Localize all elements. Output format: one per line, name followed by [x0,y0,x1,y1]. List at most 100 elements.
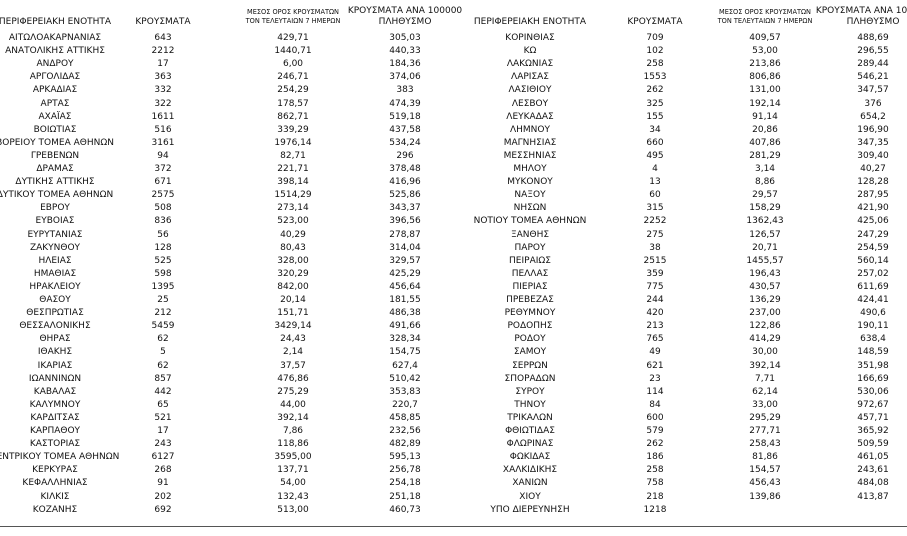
region-name: ΤΗΝΟΥ [514,399,546,410]
region-name: ΥΠΟ ΔΙΕΡΕΥΝΗΣΗ [490,504,570,515]
cell-value: 128,28 [857,177,889,188]
cell-value: 1362,43 [746,216,784,227]
cell-value: 600 [646,412,664,423]
cell-value: 3595,00 [274,452,312,463]
region-name: ΑΙΤΩΛΟΑΚΑΡΝΑΝΙΑΣ [8,33,102,43]
cell-value: 218 [646,491,664,502]
cell-value: 416,96 [389,177,421,188]
cell-value: 2,14 [282,347,304,358]
cell-value: 692 [154,504,172,515]
cell-value: 775 [646,281,664,292]
region-name: ΔΡΑΜΑΣ [36,164,74,174]
cell-value: 7,71 [754,373,776,384]
cell-value: 1395 [151,281,175,292]
cell-value: 442 [154,386,172,397]
region-name: ΚΑΡΠΑΘΟΥ [29,426,81,436]
cell-value: 1455,57 [746,255,784,266]
cell-value: 81,86 [752,452,778,463]
cell-value: 339,29 [277,124,309,135]
cell-value: 709 [646,33,664,43]
cell-value: 258 [646,59,664,70]
cell-value: 392,14 [749,360,781,371]
cell-value: 660 [646,137,664,148]
cell-value: 190,11 [857,321,889,332]
cell-value: 29,57 [752,190,778,201]
cell-value: 560,14 [857,255,889,266]
cell-value: 186 [646,452,664,463]
cell-value: 256,78 [389,465,421,476]
cell-value: 131,00 [749,85,781,96]
cell-value: 53,00 [752,46,778,57]
cell-value: 40,29 [280,229,306,240]
region-name: ΘΑΣΟΥ [39,295,71,305]
cell-value: 80,43 [280,242,306,253]
cell-value: 509,59 [857,439,889,450]
cell-value: 23 [649,373,661,384]
cell-value: 7,86 [282,426,304,436]
cell-value: 836 [154,216,172,227]
cell-value: 155 [646,111,664,122]
cell-value: 275,29 [277,386,309,397]
cell-value: 257,02 [857,268,889,279]
cell-value: 60 [649,190,661,201]
cell-value: 154,75 [389,347,421,358]
cell-value: 17 [157,59,169,70]
cell-value: 414,29 [749,334,781,345]
cell-value: 857 [154,373,172,384]
cell-value: 244 [646,295,664,305]
cell-value: 65 [157,399,169,410]
cell-value: 2212 [151,46,175,57]
cell-value: 34 [649,124,661,135]
cell-value: 353,83 [389,386,421,397]
region-name: ΕΥΒΟΙΑΣ [35,216,75,227]
region-name: ΚΑΒΑΛΑΣ [33,386,77,397]
cell-value: 289,44 [857,59,889,70]
region-name: ΕΒΡΟΥ [40,203,70,214]
column-header: ΚΡΟΥΣΜΑΤΑ [135,17,191,27]
region-name: ΜΥΚΟΝΟΥ [507,177,553,188]
cell-value: 296,55 [857,46,889,57]
column-header: ΠΕΡΙΦΕΡΕΙΑΚΗ ΕΝΟΤΗΤΑ [0,17,112,27]
cell-value: 13 [649,177,661,188]
cell-value: 456,43 [749,478,781,489]
region-name: ΗΜΑΘΙΑΣ [33,268,77,279]
cell-value: 482,89 [389,439,421,450]
cell-value: 329,57 [389,255,421,266]
cell-value: 1611 [151,111,175,122]
cell-value: 49 [649,347,661,358]
cell-value: 24,43 [280,334,306,345]
region-name: ΠΡΕΒΕΖΑΣ [506,295,554,305]
cell-value: 246,71 [277,72,309,83]
region-name: ΡΟΔΟΥ [514,334,546,345]
cell-value: 842,00 [277,281,309,292]
cell-value: 862,71 [277,111,309,122]
cell-value: 430,57 [749,281,781,292]
cell-value: 392,14 [277,412,309,423]
cell-value: 20,86 [752,124,778,135]
cell-value: 429,71 [277,33,309,43]
region-name: ΔΥΤΙΚΗΣ ΑΤΤΙΚΗΣ [15,177,95,188]
cell-value: 765 [646,334,664,345]
column-header: ΜΕΣΟΣ ΟΡΟΣ ΚΡΟΥΣΜΑΤΩΝ [719,8,811,16]
region-name: ΚΩ [523,46,537,57]
cell-value: 495 [646,150,664,161]
cell-value: 1976,14 [274,137,312,148]
cell-value: 295,29 [749,412,781,423]
region-name: ΝΑΞΟΥ [514,190,546,201]
cell-value: 281,29 [749,150,781,161]
region-name: ΣΕΡΡΩΝ [512,360,548,371]
cell-value: 196,43 [749,268,781,279]
region-name: ΚΑΛΥΜΝΟΥ [29,399,81,410]
cell-value: 488,69 [857,33,889,43]
cell-value: 258 [646,465,664,476]
cell-value: 421,90 [857,203,889,214]
cell-value: 178,57 [277,98,309,109]
column-header: ΠΛΗΘΥΣΜΟ [378,17,432,27]
cell-value: 25 [157,295,169,305]
cell-value: 251,18 [389,491,421,502]
cell-value: 519,18 [389,111,421,122]
cell-value: 806,86 [749,72,781,83]
region-name: ΜΑΓΝΗΣΙΑΣ [503,137,557,148]
cell-value: 20,14 [280,295,306,305]
region-name: ΕΥΡΥΤΑΝΙΑΣ [27,229,83,240]
